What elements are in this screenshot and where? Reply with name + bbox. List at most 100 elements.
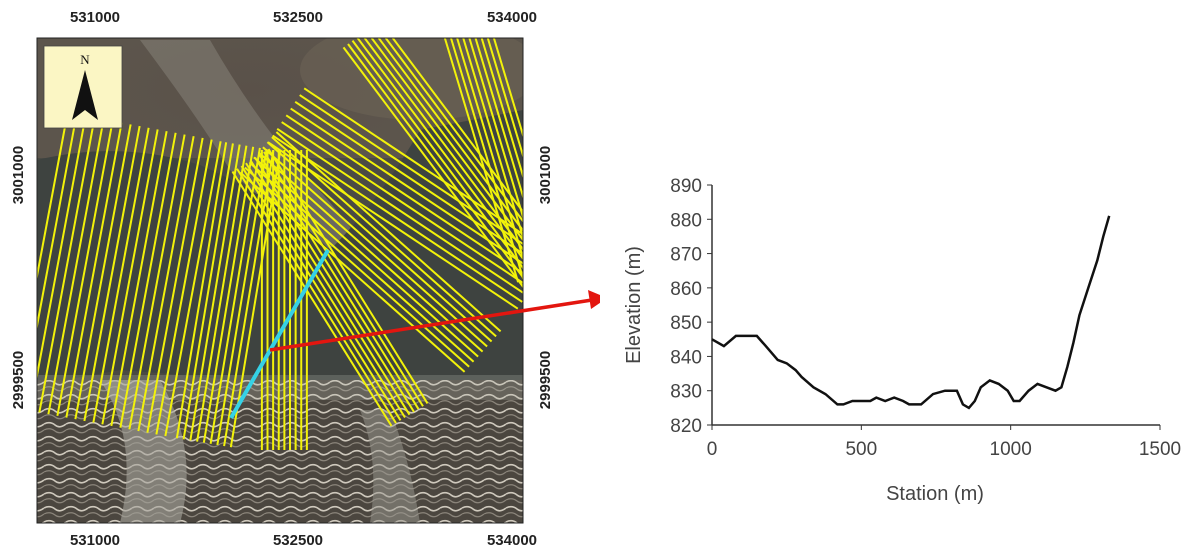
transect-line (272, 134, 523, 303)
transect-line (216, 148, 268, 446)
transect-line (492, 38, 523, 139)
transect-line (128, 134, 186, 430)
left-tick-0: 3001000 (10, 146, 27, 204)
transect-line (47, 119, 105, 415)
transect-line (182, 143, 234, 440)
transect-line (137, 136, 195, 432)
transect-line (281, 121, 523, 285)
y-tick-label: 860 (670, 279, 702, 300)
top-tick-1: 532500 (273, 9, 323, 26)
transect-line (37, 115, 87, 381)
y-tick-label: 880 (670, 210, 702, 231)
transect-line (249, 159, 411, 416)
right-tick-1: 2999500 (537, 351, 554, 409)
bottom-tick-0: 531000 (70, 532, 120, 549)
transect-line (276, 127, 523, 294)
transect-line (351, 40, 523, 270)
transect-line (267, 148, 429, 404)
transect-line (56, 120, 114, 417)
transect-line (290, 107, 523, 265)
y-tick-label: 850 (670, 313, 702, 334)
transect-line (231, 171, 393, 427)
series-line (711, 215, 1111, 410)
transect-line (391, 38, 523, 214)
transect-line (342, 46, 523, 288)
transect-line (223, 150, 275, 447)
transect-line (257, 151, 484, 353)
transect-line (285, 114, 523, 275)
transect-line (299, 94, 523, 246)
transect-line (101, 129, 159, 425)
chart-ticks: 820 830 840 850 860 870 880 890 0 500 1000 1500 (670, 176, 1181, 460)
arrowhead-icon (588, 290, 600, 309)
transect-line (37, 112, 69, 282)
x-tick-label: 500 (845, 439, 877, 460)
transect-line (92, 127, 150, 423)
transect-line (175, 142, 228, 439)
left-tick-1: 2999500 (10, 351, 27, 409)
transect-line (164, 141, 222, 437)
transect-line (275, 131, 502, 333)
transect-line (189, 144, 241, 441)
x-tick-label: 1500 (1139, 439, 1181, 460)
transect-line (468, 38, 523, 221)
transect-line (480, 38, 523, 180)
north-label: N (80, 52, 90, 67)
y-axis-label: Elevation (m) (623, 246, 645, 364)
x-tick-label: 0 (707, 439, 718, 460)
transect-line (370, 38, 523, 242)
y-tick-label: 890 (670, 176, 702, 197)
elevation-profile-chart: 820 830 840 850 860 870 880 890 0 500 1000 1500 Sta… (623, 176, 1181, 505)
x-tick-label: 1000 (990, 439, 1032, 460)
transect-line (74, 124, 132, 420)
top-tick-2: 534000 (487, 9, 537, 26)
north-arrow: N (43, 45, 123, 129)
y-tick-label: 870 (670, 245, 702, 266)
cross-section-transects (37, 38, 523, 450)
transect-line (443, 38, 520, 283)
transect-line (119, 132, 177, 428)
right-tick-0: 3001000 (537, 146, 554, 204)
transect-line (146, 137, 204, 433)
satellite-map: N 531000 532500 534000 531000 532500 534… (10, 9, 600, 549)
transect-line (239, 171, 466, 373)
bottom-tick-1: 532500 (273, 532, 323, 549)
transect-line (347, 43, 523, 279)
transect-line (196, 145, 248, 442)
transect-line (449, 38, 523, 281)
y-tick-label: 830 (670, 382, 702, 403)
transect-line (462, 38, 523, 241)
map-frame (36, 37, 524, 524)
transect-line (267, 141, 519, 310)
transect-line (245, 162, 406, 419)
transect-line (384, 38, 523, 223)
transect-line (110, 130, 168, 427)
transect-line (240, 165, 402, 421)
transect-line (266, 141, 493, 343)
transect-line (38, 117, 96, 413)
chart-axes (711, 185, 1160, 426)
transect-line (356, 38, 523, 261)
transect-line (209, 147, 261, 444)
transect-line (83, 125, 141, 422)
transect-line (262, 146, 488, 348)
transect-line (155, 139, 213, 435)
transect-line (202, 146, 255, 443)
transect-line (363, 38, 523, 251)
transect-line (486, 38, 523, 159)
transect-line (37, 114, 78, 332)
bottom-tick-2: 534000 (487, 532, 537, 549)
transect-line (236, 168, 397, 424)
transect-line (263, 151, 424, 407)
transect-line (456, 38, 523, 262)
link-arrow (269, 290, 600, 352)
transect-line (248, 161, 475, 363)
selected-transect (229, 248, 330, 420)
transect-line (258, 154, 420, 410)
transect-line (65, 122, 123, 418)
top-tick-0: 531000 (70, 9, 120, 26)
transect-line (244, 166, 470, 368)
x-axis-label: Station (m) (886, 483, 984, 505)
map-imagery (37, 38, 523, 523)
transect-line (474, 38, 523, 200)
